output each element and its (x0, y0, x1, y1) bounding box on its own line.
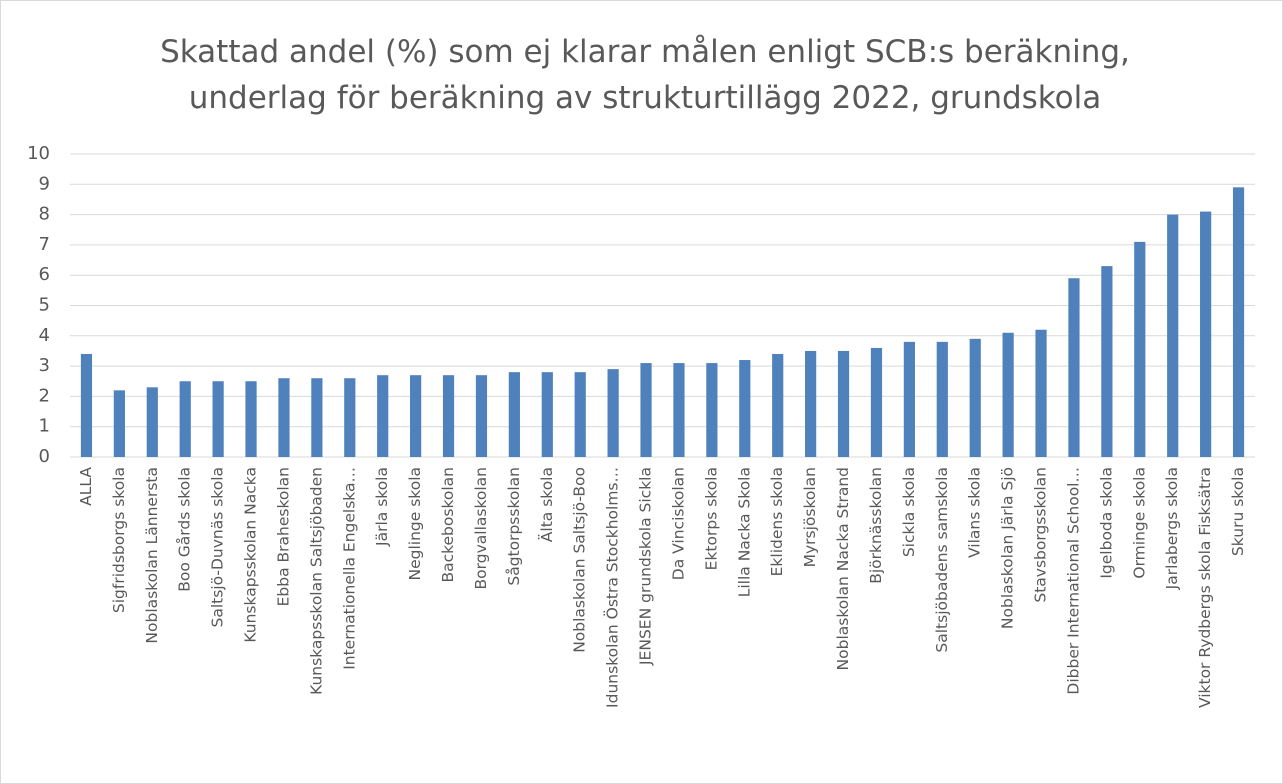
bar (113, 390, 125, 457)
bar (311, 378, 323, 457)
x-tick-label: Neglinge skola (406, 467, 424, 581)
bar (969, 338, 981, 457)
bar (739, 360, 751, 457)
x-tick-label: Noblaskolan Lännersta (143, 467, 161, 644)
x-tick-label: Noblaskolan Järla Sjö (999, 467, 1017, 629)
x-tick-label: Järla skola (373, 467, 391, 547)
x-tick-label: Igelboda skola (1097, 467, 1115, 579)
x-tick-label: Noblaskolan Saltsjö-Boo (571, 467, 589, 653)
x-tick-label: Sigfridsborgs skola (110, 467, 128, 613)
y-tick-label: 3 (39, 355, 50, 376)
bar (1101, 266, 1113, 457)
x-tick-label: Kunskapsskolan Nacka (242, 467, 260, 643)
x-tick-label: Vilans skola (966, 467, 984, 558)
x-tick-label: Da Vinciskolan (669, 467, 687, 580)
x-tick-label: Sågtorpsskolan (505, 467, 523, 586)
x-tick-label: Sickla skola (900, 467, 918, 557)
bar (344, 378, 356, 457)
x-tick-label: Ebba Braheskolan (274, 467, 292, 606)
bar (146, 387, 158, 457)
bar (245, 381, 257, 457)
bar (805, 350, 817, 457)
bar (442, 375, 455, 457)
bar (1232, 187, 1245, 457)
y-tick-label: 1 (39, 416, 50, 437)
x-tick-label: Björknässkolan (867, 467, 885, 584)
x-tick-label: Jarlabergs skola (1163, 467, 1181, 590)
y-tick-label: 2 (39, 385, 50, 406)
x-tick-label: Dibber International School… (1064, 467, 1082, 695)
bar (936, 341, 948, 457)
bar (772, 353, 784, 457)
bar (903, 341, 915, 457)
x-tick-label: Viktor Rydbergs skola Fisksätra (1196, 467, 1214, 708)
x-tick-label: Noblaskolan Nacka Strand (834, 467, 852, 670)
bar (410, 375, 422, 457)
x-tick-label: Skuru skola (1229, 467, 1247, 556)
bar (80, 353, 93, 457)
x-tick-label: Stavsborgsskolan (1032, 467, 1050, 603)
bar (278, 378, 290, 457)
y-tick-label: 9 (39, 173, 50, 194)
x-tick-label: Backeboskolan (439, 467, 457, 583)
bar (1068, 278, 1080, 457)
y-tick-label: 8 (39, 204, 50, 225)
y-tick-label: 7 (39, 234, 50, 255)
y-tick-label: 5 (39, 295, 50, 316)
x-tick-label: Myrsjöskolan (801, 467, 819, 567)
x-tick-label: JENSEN grundskola Sickla (637, 467, 655, 666)
bar (870, 347, 883, 457)
bar (377, 375, 389, 457)
bar (673, 363, 685, 457)
x-tick-label: Ektorps skola (702, 467, 720, 570)
y-tick-label: 10 (27, 143, 50, 164)
bar (1200, 211, 1212, 457)
x-tick-label: Boo Gårds skola (176, 467, 194, 592)
bar (1002, 332, 1014, 457)
bar (574, 372, 586, 457)
bar (1134, 241, 1146, 457)
chart-title: underlag för beräkning av strukturtilläg… (189, 80, 1101, 116)
x-tick-label: ALLA (77, 467, 95, 506)
x-tick-label: Idunskolan Östra Stockholms… (603, 467, 622, 708)
chart-title: Skattad andel (%) som ej klarar målen en… (160, 34, 1130, 70)
bar (1035, 329, 1047, 457)
x-tick-label: Eklidens skola (768, 467, 786, 576)
x-tick-label: Lilla Nacka Skola (735, 467, 753, 597)
x-tick-label: Älta skola (537, 467, 556, 542)
y-tick-label: 0 (39, 446, 50, 467)
bar (607, 369, 619, 457)
bar (508, 372, 520, 457)
bar (837, 350, 850, 457)
bar (212, 381, 224, 457)
x-tick-label: Kunskapsskolan Saltsjöbaden (307, 467, 325, 695)
bar (1167, 214, 1179, 457)
bar (706, 363, 718, 457)
bar (475, 375, 488, 457)
x-tick-label: Orminge skola (1130, 467, 1148, 579)
y-tick-label: 4 (39, 325, 50, 346)
x-tick-label: Internationella Engelska… (340, 467, 358, 670)
x-tick-label: Borgvallaskolan (472, 467, 490, 589)
bar (179, 381, 191, 457)
bar (541, 372, 553, 457)
y-tick-label: 6 (39, 264, 50, 285)
x-tick-label: Saltsjöbadens samskola (933, 467, 951, 653)
x-tick-label: Saltsjö-Duvnäs skola (209, 467, 227, 628)
bar (640, 363, 652, 457)
